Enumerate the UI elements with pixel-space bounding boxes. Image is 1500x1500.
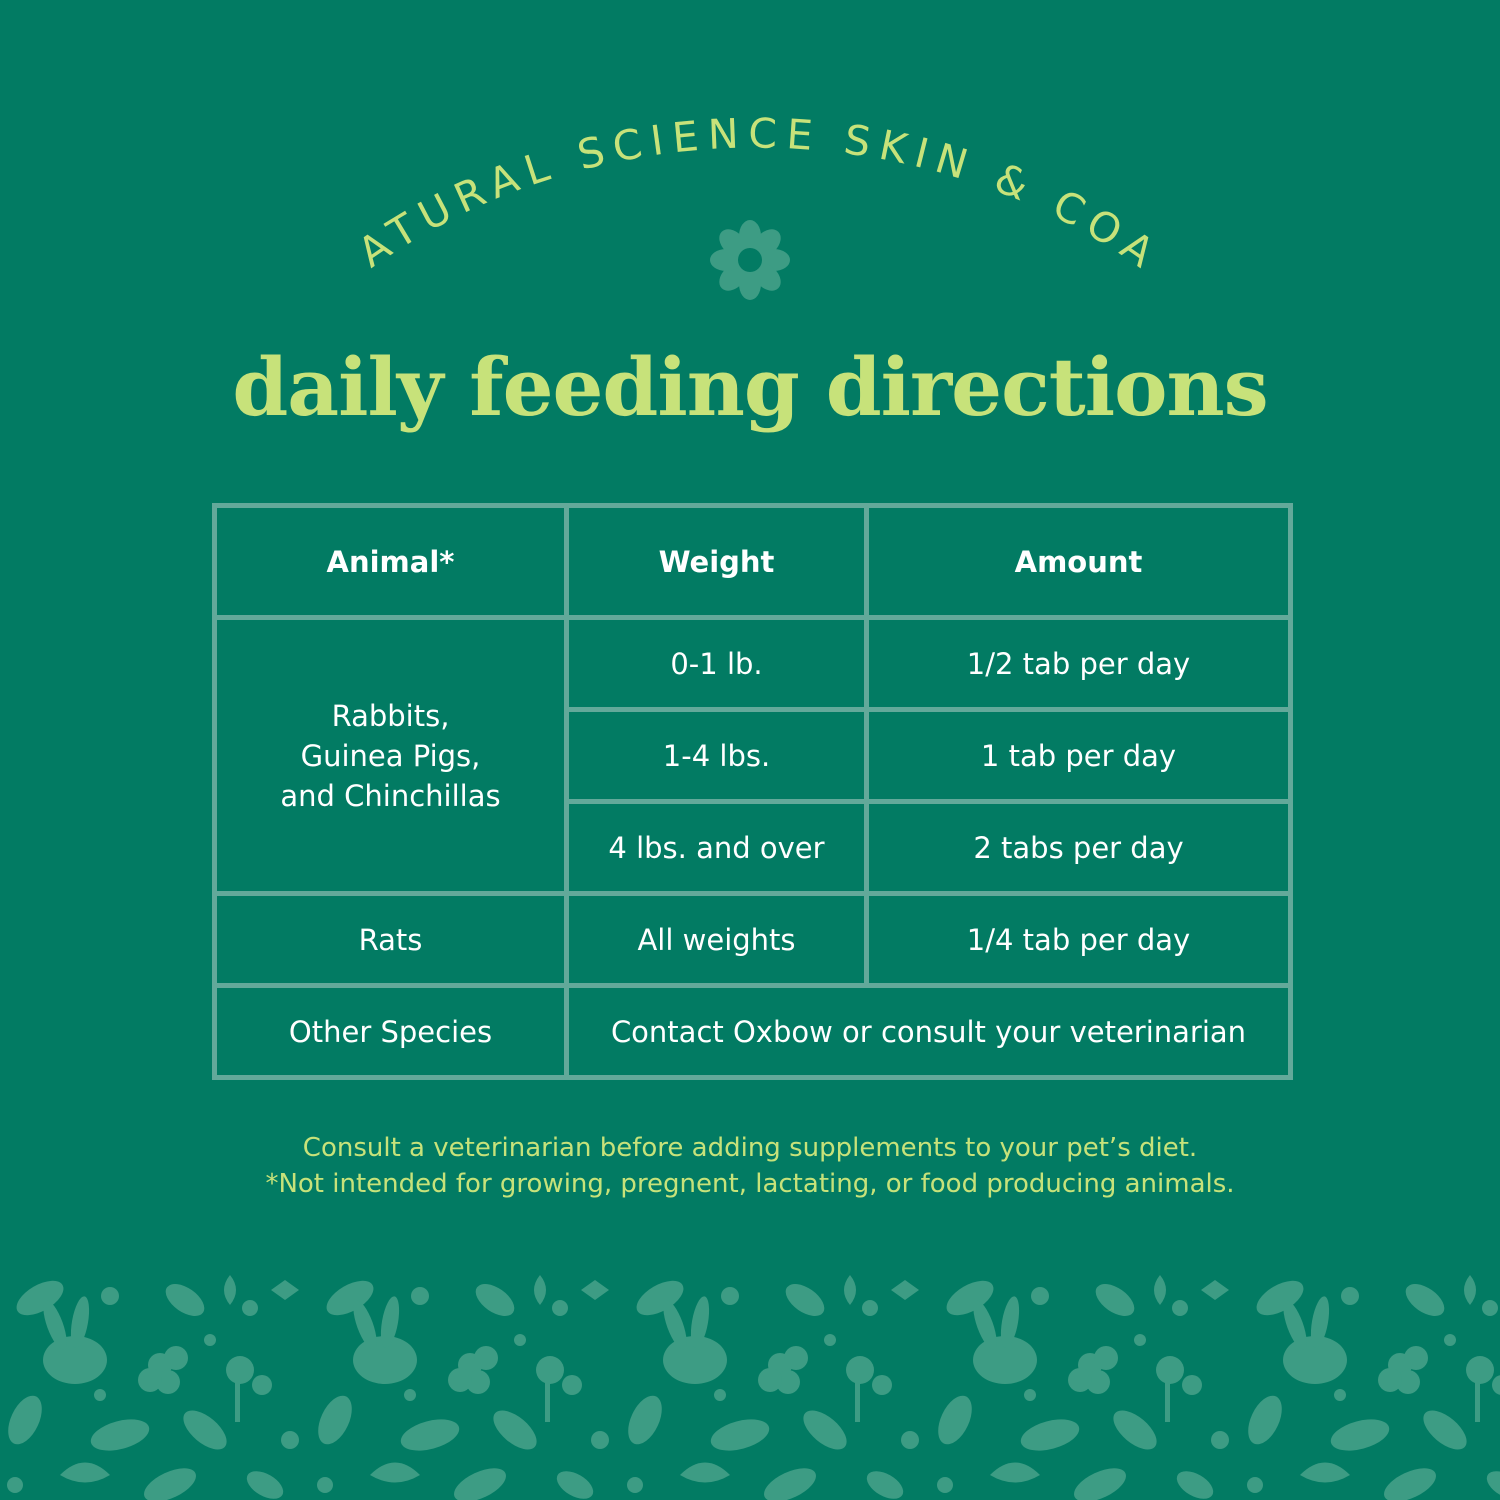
page-title: daily feeding directions [232, 340, 1268, 434]
footnote-consult: Consult a veterinarian before adding sup… [302, 1133, 1198, 1163]
animal-cell-other: Other Species [212, 983, 569, 1080]
footnote-disclaimer: *Not intended for growing, pregnent, lac… [265, 1169, 1235, 1199]
amount-cell: 1/4 tab per day [864, 891, 1293, 988]
amount-cell: 1 tab per day [864, 707, 1293, 804]
weight-cell: All weights [564, 891, 869, 988]
svg-text:NATURAL SCIENCE SKIN & COAT: NATURAL SCIENCE SKIN & COAT [0, 0, 1167, 280]
amount-cell: 2 tabs per day [864, 799, 1293, 896]
header-weight: Weight [564, 503, 869, 620]
brand-arc-heading: NATURAL SCIENCE SKIN & COAT [0, 0, 1167, 280]
table-row: Rats All weights 1/4 tab per day [212, 891, 1293, 988]
table-row: 1-4 lbs. 1 tab per day [215, 707, 1293, 804]
table-row: 4 lbs. and over 2 tabs per day [215, 799, 1293, 896]
decorative-leaf-pattern [1, 1273, 1500, 1500]
flower-icon [710, 220, 790, 300]
contact-note-cell: Contact Oxbow or consult your veterinari… [564, 983, 1293, 1080]
footnotes: Consult a veterinarian before adding sup… [0, 1130, 1500, 1202]
header-animal: Animal* [212, 503, 569, 620]
animal-line: Guinea Pigs, [300, 738, 481, 773]
amount-cell: 1/2 tab per day [864, 615, 1293, 712]
weight-cell: 1-4 lbs. [564, 707, 869, 804]
weight-cell: 4 lbs. and over [564, 799, 869, 896]
animal-cell-rabbits: Rabbits, Guinea Pigs, and Chinchillas [212, 615, 569, 896]
table-header-row: Animal* Weight Amount [212, 503, 1293, 620]
table-row: Rabbits, Guinea Pigs, and Chinchillas 0-… [212, 615, 1293, 896]
weight-cell: 0-1 lb. [564, 615, 869, 712]
brand-arc-text: NATURAL SCIENCE SKIN & COAT [0, 0, 1158, 280]
animal-line: Rabbits, [331, 698, 450, 733]
header-amount: Amount [864, 503, 1293, 620]
animal-cell-rats: Rats [212, 891, 569, 988]
table-row: Other Species Contact Oxbow or consult y… [212, 983, 1293, 1080]
animal-line: and Chinchillas [280, 778, 501, 813]
feeding-table: Animal* Weight Amount Rabbits, Guinea Pi… [212, 503, 1293, 1080]
